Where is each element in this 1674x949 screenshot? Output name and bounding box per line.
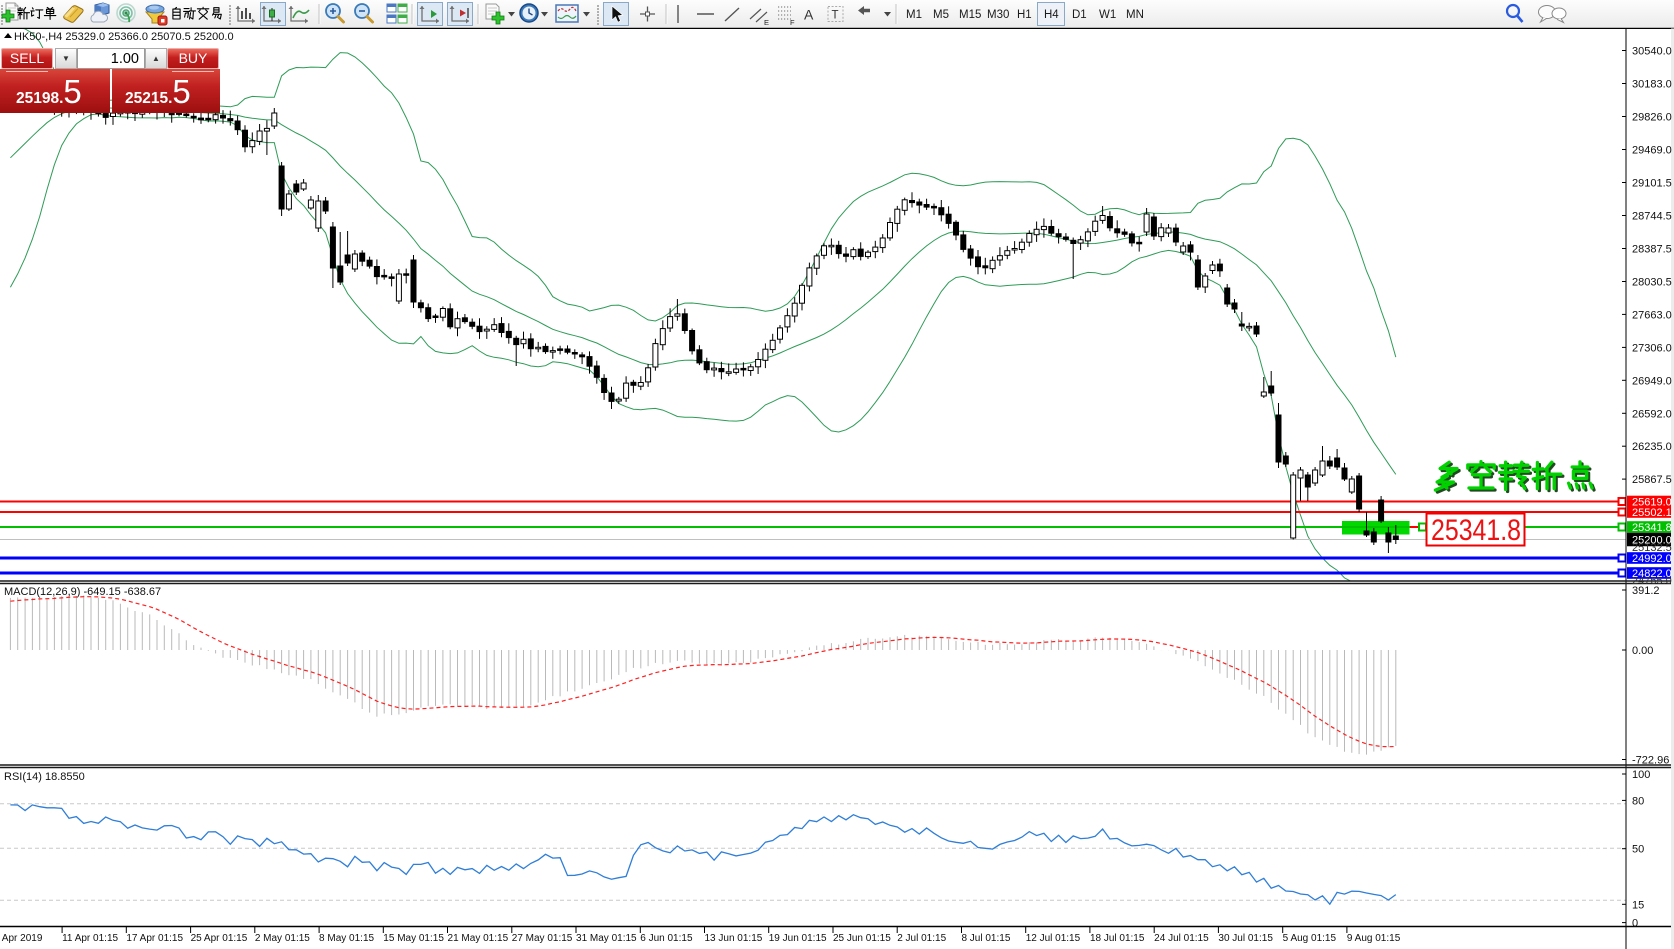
- svg-text:MACD(12,26,9) -649.15 -638.67: MACD(12,26,9) -649.15 -638.67: [4, 586, 161, 598]
- svg-text:30540.0: 30540.0: [1632, 46, 1672, 58]
- svg-text:M5: M5: [933, 9, 949, 21]
- svg-text:24822.0: 24822.0: [1632, 568, 1672, 580]
- svg-text:80: 80: [1632, 795, 1644, 807]
- svg-text:30183.0: 30183.0: [1632, 79, 1672, 91]
- svg-text:W1: W1: [1099, 9, 1116, 21]
- svg-text:9 Aug 01:15: 9 Aug 01:15: [1347, 933, 1401, 944]
- svg-text:25867.5: 25867.5: [1632, 474, 1672, 486]
- svg-text:MN: MN: [1126, 9, 1144, 21]
- svg-text:25200.0: 25200.0: [1632, 535, 1672, 547]
- svg-text:25 Jun 01:15: 25 Jun 01:15: [833, 933, 891, 944]
- svg-text:24992.0: 24992.0: [1632, 553, 1672, 565]
- svg-text:HK50-,H4 25329.0 25366.0 2507: HK50-,H4 25329.0 25366.0 25070.5 25200.0: [14, 31, 234, 43]
- svg-text:2 Jul 01:15: 2 Jul 01:15: [897, 933, 946, 944]
- svg-text:28387.5: 28387.5: [1632, 244, 1672, 256]
- svg-text:RSI(14) 18.8550: RSI(14) 18.8550: [4, 771, 85, 783]
- svg-text:29469.0: 29469.0: [1632, 145, 1672, 157]
- svg-text:29101.5: 29101.5: [1632, 178, 1672, 190]
- svg-text:A: A: [804, 7, 814, 23]
- svg-text:25 Apr 01:15: 25 Apr 01:15: [191, 933, 248, 944]
- svg-text:18 Jul 01:15: 18 Jul 01:15: [1090, 933, 1145, 944]
- svg-text:28744.5: 28744.5: [1632, 211, 1672, 223]
- svg-text:25341.8: 25341.8: [1431, 514, 1521, 547]
- svg-text:27306.0: 27306.0: [1632, 342, 1672, 354]
- svg-text:24765.0: 24765.0: [1632, 575, 1672, 587]
- svg-text:27663.0: 27663.0: [1632, 309, 1672, 321]
- svg-text:-722.96: -722.96: [1632, 755, 1669, 767]
- svg-text:M15: M15: [959, 9, 981, 21]
- svg-text:8 Jul 01:15: 8 Jul 01:15: [961, 933, 1010, 944]
- svg-text:26592.0: 26592.0: [1632, 408, 1672, 420]
- svg-text:25132.5: 25132.5: [1632, 542, 1672, 554]
- svg-text:26235.0: 26235.0: [1632, 441, 1672, 453]
- svg-text:6 Jun 01:15: 6 Jun 01:15: [640, 933, 693, 944]
- svg-text:M1: M1: [906, 9, 922, 21]
- svg-text:25341.8: 25341.8: [1632, 522, 1672, 534]
- svg-text:24 Jul 01:15: 24 Jul 01:15: [1154, 933, 1209, 944]
- svg-text:391.2: 391.2: [1632, 585, 1660, 597]
- svg-text:26949.0: 26949.0: [1632, 375, 1672, 387]
- svg-text:2 May 01:15: 2 May 01:15: [255, 933, 310, 944]
- svg-text:25502.1: 25502.1: [1632, 507, 1672, 519]
- svg-text:4 Apr 2019: 4 Apr 2019: [0, 933, 43, 944]
- svg-text:29826.0: 29826.0: [1632, 112, 1672, 124]
- svg-text:15: 15: [1632, 899, 1644, 911]
- svg-text:30 Jul 01:15: 30 Jul 01:15: [1218, 933, 1273, 944]
- svg-text:T: T: [832, 10, 839, 22]
- svg-text:D1: D1: [1072, 9, 1087, 21]
- svg-text:5 Aug 01:15: 5 Aug 01:15: [1283, 933, 1337, 944]
- svg-text:12 Jul 01:15: 12 Jul 01:15: [1026, 933, 1081, 944]
- svg-text:13 Jun 01:15: 13 Jun 01:15: [705, 933, 763, 944]
- svg-text:0: 0: [1632, 918, 1638, 930]
- svg-text:28030.5: 28030.5: [1632, 277, 1672, 289]
- svg-text:15 May 01:15: 15 May 01:15: [383, 933, 444, 944]
- svg-text:11 Apr 01:15: 11 Apr 01:15: [62, 933, 118, 944]
- svg-text:21 May 01:15: 21 May 01:15: [448, 933, 509, 944]
- svg-text:H1: H1: [1017, 9, 1032, 21]
- svg-text:17 Apr 01:15: 17 Apr 01:15: [126, 933, 183, 944]
- svg-text:0.00: 0.00: [1632, 645, 1653, 657]
- svg-text:31 May 01:15: 31 May 01:15: [576, 933, 637, 944]
- svg-text:M30: M30: [987, 9, 1009, 21]
- svg-text:F: F: [790, 18, 795, 27]
- svg-text:50: 50: [1632, 844, 1644, 856]
- svg-text:100: 100: [1632, 769, 1650, 781]
- svg-text:25619.0: 25619.0: [1632, 497, 1672, 509]
- svg-text:E: E: [764, 18, 769, 27]
- svg-text:27 May 01:15: 27 May 01:15: [512, 933, 573, 944]
- svg-text:8 May 01:15: 8 May 01:15: [319, 933, 374, 944]
- svg-text:H4: H4: [1044, 9, 1059, 21]
- svg-text:19 Jun 01:15: 19 Jun 01:15: [769, 933, 827, 944]
